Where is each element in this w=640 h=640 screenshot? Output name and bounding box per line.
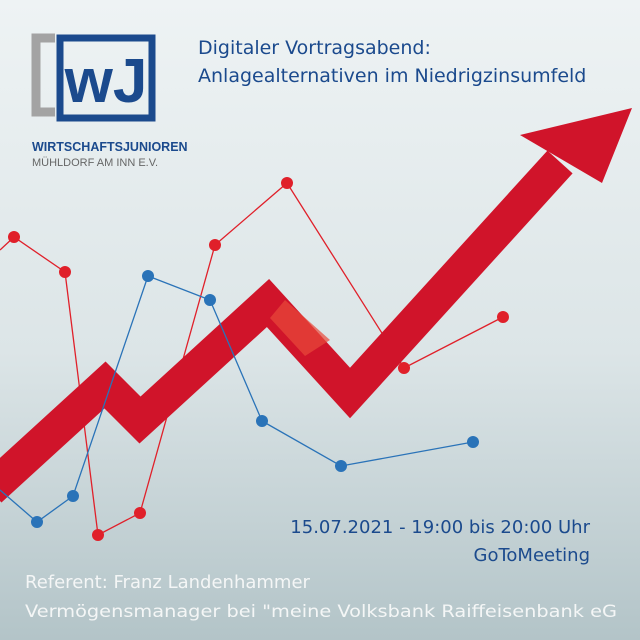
- speaker-role: Vermögensmanager bei "meine Volksbank Ra…: [25, 602, 617, 622]
- event-date: 15.07.2021 - 19:00 bis 20:00 Uhr: [290, 517, 590, 538]
- title-line: Anlagealternativen im Niedrigzinsumfeld: [198, 65, 586, 87]
- decoration: [0, 108, 632, 541]
- logo-bracket: [31, 33, 55, 117]
- logo-box: [56, 34, 156, 122]
- title-line: Digitaler Vortragsabend:: [198, 37, 431, 59]
- logo-name: WIRTSCHAFTSJUNIOREN: [32, 140, 188, 154]
- logo: wJ WIRTSCHAFTSJUNIOREN MÜHLDORF AM INN E…: [31, 33, 188, 169]
- logo-place: MÜHLDORF AM INN E.V.: [32, 157, 158, 169]
- speaker-name: Referent: Franz Landenhammer: [25, 572, 311, 593]
- arrow-head: [520, 108, 632, 183]
- arrow-shade: [270, 300, 330, 356]
- blue-dots: [31, 270, 479, 528]
- logo-mark: wJ: [64, 47, 148, 116]
- arrow-body: [0, 150, 573, 503]
- red-dots: [8, 177, 509, 541]
- event-platform: GoToMeeting: [474, 545, 590, 566]
- blue-line: [0, 275, 474, 523]
